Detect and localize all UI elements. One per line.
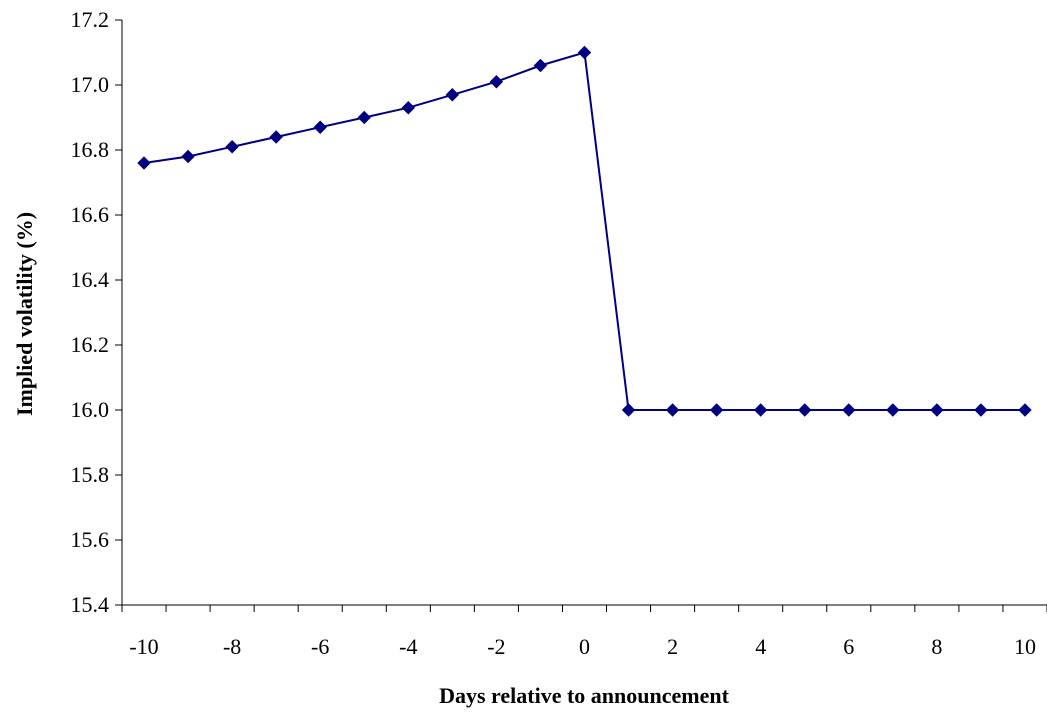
data-point-marker bbox=[798, 403, 812, 417]
data-point-marker bbox=[357, 110, 371, 125]
x-tick-label: -8 bbox=[223, 634, 241, 659]
x-tick-label: 8 bbox=[931, 634, 942, 659]
x-tick-labels: -10 -8 -6 -4 -2 0 2 4 6 8 10 bbox=[129, 634, 1036, 659]
x-tick-label: -6 bbox=[311, 634, 329, 659]
y-tick-labels: 15.4 15.6 15.8 16.0 16.2 16.4 16.6 16.8 17.0 17.2 bbox=[71, 7, 110, 617]
x-tick-label: 6 bbox=[843, 634, 854, 659]
data-point-marker bbox=[313, 120, 327, 134]
y-tick-label: 16.8 bbox=[71, 137, 110, 162]
x-tick-label: -4 bbox=[399, 634, 417, 659]
y-tick-label: 16.4 bbox=[71, 267, 110, 292]
y-tick-label: 15.4 bbox=[71, 592, 110, 617]
y-tick-label: 16.6 bbox=[71, 202, 110, 227]
series-layer bbox=[137, 45, 1032, 417]
data-point-marker bbox=[401, 101, 416, 115]
y-tick-label: 17.2 bbox=[71, 7, 110, 32]
x-tick-label: 2 bbox=[667, 634, 678, 659]
x-tick-label: 0 bbox=[579, 634, 590, 659]
data-point-marker bbox=[621, 403, 636, 417]
data-point-marker bbox=[886, 403, 900, 417]
data-point-marker bbox=[181, 149, 195, 164]
x-tick-label: -2 bbox=[487, 634, 505, 659]
data-point-marker bbox=[137, 156, 151, 170]
y-axis-title: Implied volatility (%) bbox=[12, 212, 37, 416]
data-point-marker bbox=[842, 403, 856, 417]
x-tick-label: 10 bbox=[1014, 634, 1036, 659]
x-tick-label: 4 bbox=[755, 634, 766, 659]
y-axis bbox=[115, 19, 123, 606]
data-point-marker bbox=[665, 403, 680, 417]
data-point-marker bbox=[753, 403, 768, 417]
y-tick-label: 16.2 bbox=[71, 332, 110, 357]
data-point-marker bbox=[930, 403, 944, 417]
data-point-marker bbox=[577, 45, 592, 60]
x-axis-title: Days relative to announcement bbox=[439, 683, 730, 708]
data-point-marker bbox=[533, 58, 548, 73]
data-point-marker bbox=[1018, 403, 1032, 417]
y-tick-label: 15.6 bbox=[71, 527, 110, 552]
y-tick-label: 16.0 bbox=[71, 397, 110, 422]
y-tick-label: 17.0 bbox=[71, 72, 110, 97]
data-point-marker bbox=[709, 403, 724, 417]
data-point-marker bbox=[269, 130, 283, 144]
x-tick-label: -10 bbox=[129, 634, 158, 659]
data-point-marker bbox=[974, 403, 988, 417]
series-line bbox=[143, 51, 1025, 411]
y-tick-label: 15.8 bbox=[71, 462, 110, 487]
data-point-marker bbox=[445, 88, 460, 102]
x-axis bbox=[121, 604, 1047, 612]
data-point-marker bbox=[225, 140, 239, 154]
data-point-marker bbox=[489, 75, 504, 89]
